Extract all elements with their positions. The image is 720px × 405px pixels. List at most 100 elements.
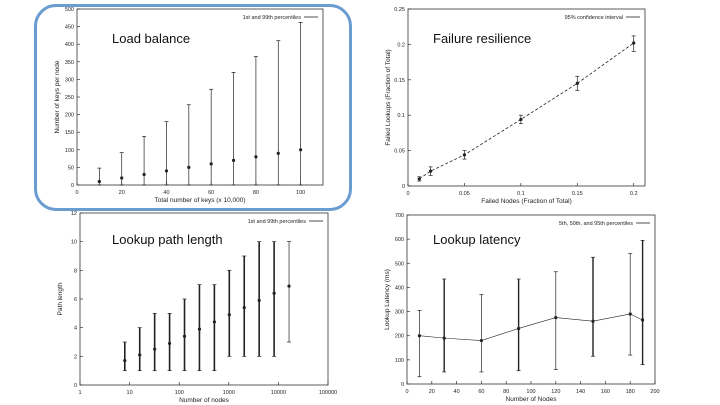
y-tick-label: 4 — [74, 326, 77, 332]
x-tick-label: 100 — [175, 390, 184, 396]
y-tick-label: 600 — [395, 237, 404, 243]
data-point — [272, 291, 276, 295]
x-tick-label: 20 — [429, 389, 435, 395]
y-tick-label: 200 — [395, 334, 404, 340]
y-axis-label: Path length — [57, 282, 64, 315]
x-tick-label: 60 — [208, 190, 214, 196]
y-tick-label: 0 — [402, 184, 405, 190]
panel-caption: Lookup path length — [112, 232, 223, 247]
chart-panel-lookup-path-length: 1 10 100 1000 10000 100000 0 2 4 6 8 10 12 Number of … — [50, 210, 337, 405]
data-point — [442, 336, 446, 340]
y-tick-label: 250 — [65, 95, 74, 101]
data-point — [554, 316, 558, 320]
data-point — [519, 117, 523, 122]
data-point — [231, 158, 236, 162]
x-tick-label: 10000 — [271, 390, 286, 396]
y-tick-label: 400 — [65, 42, 74, 48]
data-point — [97, 179, 101, 184]
data-point — [276, 151, 280, 155]
x-tick-label: 0 — [405, 389, 408, 395]
y-tick-label: 500 — [395, 261, 404, 267]
chart-panel-load-balance: 0 20 40 60 80 100 0 50 100 150 200 250 300 350 400 450 5… — [50, 6, 325, 206]
chart-load-balance: 0 20 40 60 80 100 0 50 100 150 200 250 300 350 400 450 5… — [54, 7, 324, 204]
x-tick-label: 10 — [127, 390, 133, 396]
y-tick-label: 100 — [65, 148, 74, 154]
data-point — [299, 148, 303, 152]
data-point — [257, 298, 261, 303]
y-tick-label: 300 — [65, 77, 74, 83]
data-point — [167, 341, 172, 346]
y-tick-label: 12 — [71, 211, 77, 217]
x-tick-label: 0.1 — [517, 191, 525, 197]
x-tick-label: 80 — [253, 190, 259, 196]
x-tick-label: 120 — [551, 389, 560, 395]
x-tick-label: 80 — [503, 389, 509, 395]
legend-label: 95% confidence interval — [565, 15, 623, 21]
x-axis-label: Failed Nodes (Fraction of Total) — [481, 198, 572, 205]
y-tick-label: 200 — [65, 113, 74, 119]
x-tick-label: 100 — [296, 190, 305, 196]
data-point — [120, 176, 124, 180]
data-point — [641, 318, 645, 322]
y-tick-label: 450 — [65, 25, 74, 31]
data-point — [142, 172, 146, 177]
x-tick-label: 180 — [626, 389, 635, 395]
data-point — [591, 319, 595, 323]
data-point — [428, 169, 433, 173]
legend-label: 1st and 99th percentiles — [243, 15, 302, 21]
data-point — [417, 334, 421, 338]
y-tick-label: 6 — [74, 297, 77, 303]
y-tick-label: 0.05 — [394, 149, 405, 155]
data-point — [138, 353, 142, 357]
x-tick-label: 0 — [406, 191, 409, 197]
y-tick-label: 300 — [395, 310, 404, 316]
y-tick-label: 700 — [395, 213, 404, 219]
panel-caption: Load balance — [112, 31, 191, 46]
series-line — [419, 313, 643, 341]
y-axis-label: Failed Lookups (Fraction of Total) — [385, 49, 392, 145]
y-tick-label: 0 — [401, 382, 404, 388]
x-tick-label: 1000 — [223, 390, 235, 396]
data-point — [209, 162, 213, 166]
y-axis-label: Lookup Latency (ms) — [384, 269, 391, 330]
y-tick-label: 10 — [71, 240, 77, 246]
y-axis-label: Number of keys per node — [54, 60, 61, 133]
y-tick-label: 0.1 — [397, 113, 405, 119]
x-tick-label: 60 — [478, 389, 484, 395]
data-point — [628, 312, 632, 316]
data-point — [287, 284, 291, 288]
x-tick-label: 100 — [526, 389, 535, 395]
panel-caption: Failure resilience — [433, 31, 532, 46]
x-tick-label: 40 — [454, 389, 460, 395]
data-point — [254, 155, 258, 159]
x-tick-label: 0.2 — [630, 191, 638, 197]
y-tick-label: 400 — [395, 285, 404, 291]
x-tick-label: 160 — [601, 389, 610, 395]
data-point — [197, 327, 202, 331]
plot-frame — [407, 8, 646, 187]
x-axis-label: Number of nodes — [179, 397, 230, 404]
legend-label: 1st and 99th percentiles — [248, 219, 307, 225]
x-axis-label: Number of Nodes — [506, 396, 558, 403]
y-tick-label: 0 — [71, 183, 74, 189]
y-tick-label: 0.15 — [394, 78, 405, 84]
chart-lookup-latency: 0 20 40 60 80 100 120 140 160 180 200 0 100 200 300 400… — [384, 213, 660, 403]
x-axis-label: Total number of keys (x 10,000) — [154, 197, 245, 204]
panel-caption: Lookup latency — [433, 232, 521, 247]
data-point — [462, 153, 467, 157]
data-point — [575, 81, 579, 85]
chart-failure-resilience: 0 0.05 0.1 0.15 0.2 0 0.05 0.1 0.15 0.2 0.25 Failed… — [385, 7, 646, 205]
y-tick-label: 2 — [74, 354, 77, 360]
highlight-box — [34, 4, 352, 211]
x-tick-label: 1 — [78, 390, 81, 396]
chart-panel-lookup-latency: 0 20 40 60 80 100 120 140 160 180 200 0 100 200 300 400… — [380, 212, 660, 405]
y-tick-label: 0 — [74, 383, 77, 389]
y-tick-label: 50 — [68, 165, 74, 171]
x-tick-label: 0.15 — [572, 191, 583, 197]
x-tick-label: 140 — [576, 389, 585, 395]
y-tick-label: 0.2 — [397, 42, 405, 48]
x-tick-label: 200 — [650, 389, 659, 395]
chart-panel-failure-resilience: 0 0.05 0.1 0.15 0.2 0 0.05 0.1 0.15 0.2 0.25 Failed… — [380, 6, 650, 211]
y-tick-label: 500 — [65, 7, 74, 13]
data-point — [212, 320, 216, 324]
